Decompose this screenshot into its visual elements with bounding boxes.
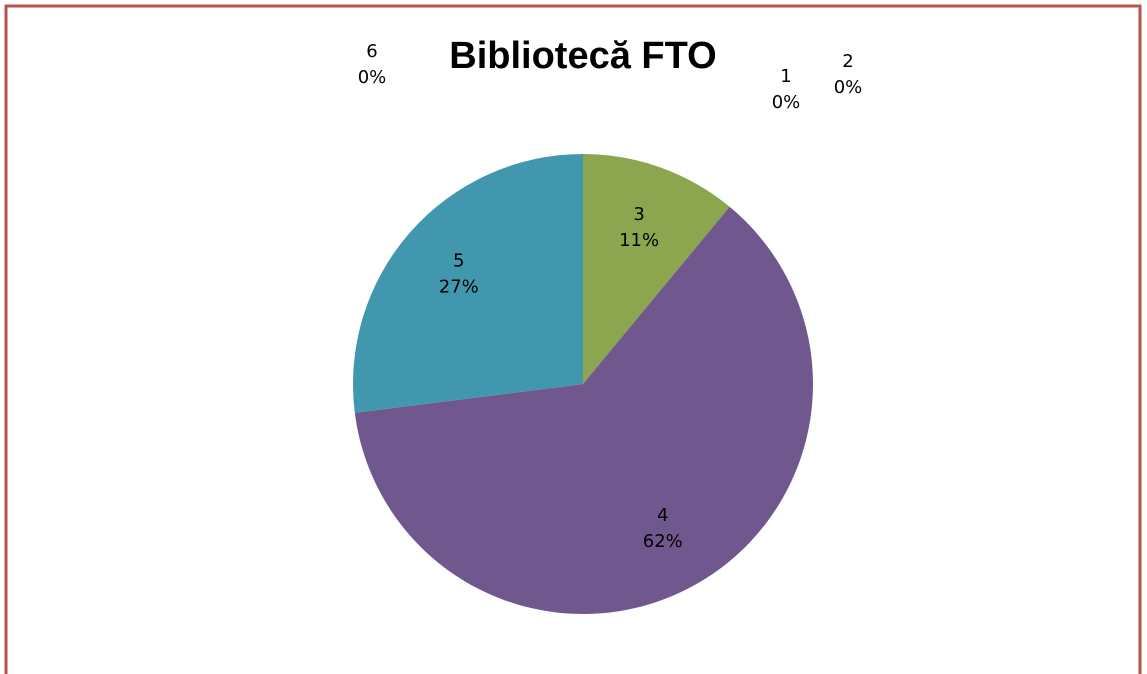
slice-category-label: 5 (453, 250, 464, 271)
pie-slice (354, 206, 813, 614)
slice-category-label: 6 (366, 41, 377, 62)
chart-title: Bibliotecă FTO (449, 35, 716, 77)
pie-slice (353, 154, 583, 413)
slice-value-label: 27% (439, 276, 479, 297)
slice-category-label: 2 (842, 51, 853, 72)
slice-value-label: 11% (619, 230, 659, 251)
slice-value-label: 0% (358, 67, 387, 88)
frame (4, 4, 1142, 674)
slice-category-label: 4 (657, 505, 668, 526)
pie-slice (583, 154, 730, 384)
slice-value-label: 0% (772, 92, 801, 113)
slice-category-label: 1 (780, 66, 791, 87)
slice-value-label: 0% (834, 77, 863, 98)
slice-category-label: 3 (633, 204, 644, 225)
slice-value-label: 62% (643, 531, 683, 552)
